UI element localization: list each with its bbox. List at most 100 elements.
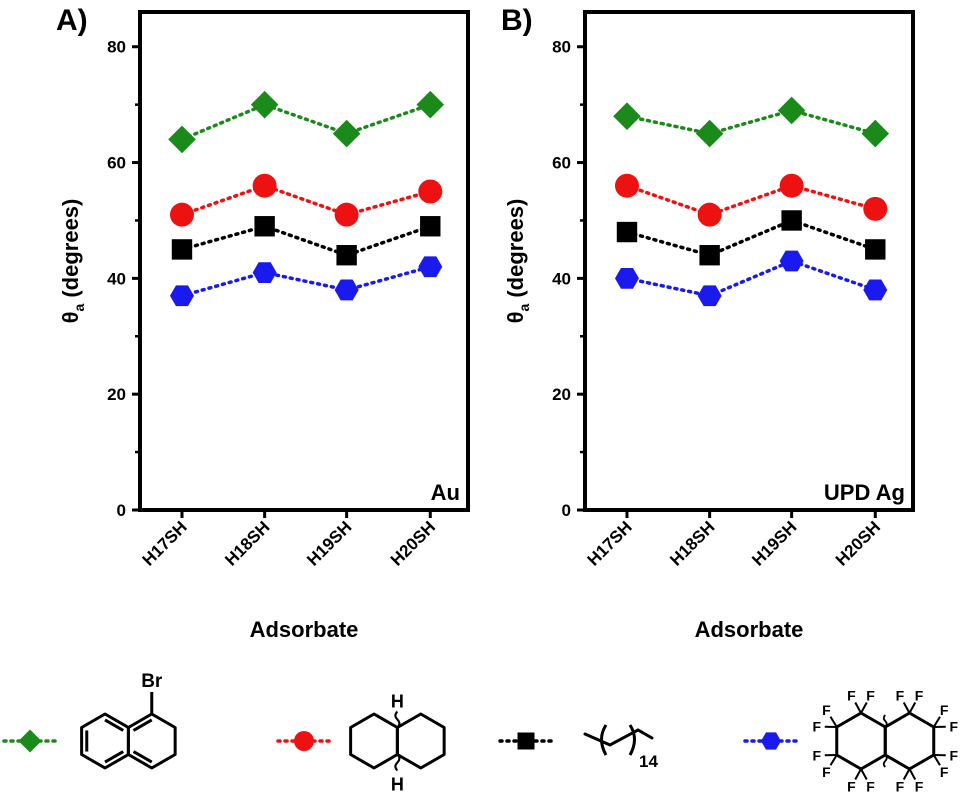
data-point xyxy=(613,102,641,131)
data-point xyxy=(699,245,720,266)
y-tick-label: 40 xyxy=(552,269,571,288)
data-point xyxy=(418,179,443,204)
data-point xyxy=(334,202,359,227)
x-tick-label: H20SH xyxy=(387,517,439,569)
c-f-bond xyxy=(854,768,862,781)
data-point xyxy=(865,239,886,260)
legend-entry-hexagon xyxy=(743,732,799,750)
y-tick-label: 80 xyxy=(552,38,571,57)
data-point xyxy=(418,256,443,278)
legend-marker xyxy=(294,731,314,751)
fluorine-label: F xyxy=(822,764,831,780)
chart-panel-1: A) 0 20 40 60 80 H17SH H18SH H19SH H20SH Adsorbate… xyxy=(56,4,470,642)
data-point xyxy=(779,250,804,272)
y-tick-label: 60 xyxy=(552,154,571,173)
data-point xyxy=(614,267,639,289)
data-point xyxy=(863,279,888,301)
ring xyxy=(835,711,887,771)
legend-entry-square xyxy=(498,732,554,750)
series-diamond xyxy=(613,96,890,148)
c-f-bond xyxy=(860,768,868,781)
wavy-bond xyxy=(394,710,401,729)
data-point xyxy=(336,245,357,266)
legend-entry-circle xyxy=(276,731,332,751)
bromine-label: Br xyxy=(141,671,163,692)
series-hexagon xyxy=(614,250,888,307)
data-point xyxy=(169,202,194,227)
ring xyxy=(126,712,177,770)
fluorine-label: F xyxy=(915,779,924,795)
x-tick-label: H18SH xyxy=(666,517,718,569)
y-axis-title: θa (degrees) xyxy=(58,199,87,324)
data-point xyxy=(252,262,277,283)
ring xyxy=(883,711,936,771)
x-tick-label: H17SH xyxy=(139,517,191,569)
substrate-annotation: UPD Ag xyxy=(824,480,905,505)
plot-frame xyxy=(138,10,470,512)
series-line xyxy=(625,259,878,298)
data-point xyxy=(420,216,441,237)
fluorine-label: F xyxy=(940,764,949,780)
bracket xyxy=(600,724,608,756)
data-point xyxy=(697,202,722,227)
double-bond xyxy=(104,750,124,764)
c-f-bond xyxy=(932,716,941,728)
chain-bond xyxy=(583,728,654,747)
series-circle xyxy=(614,173,888,227)
y-tick-label: 0 xyxy=(562,501,571,520)
c-f-bond xyxy=(860,701,868,714)
fluorine-label: F xyxy=(822,702,831,718)
data-point xyxy=(781,210,802,231)
y-tick-label: 0 xyxy=(117,501,126,520)
fluorine-label: F xyxy=(940,702,949,718)
fluorine-label: F xyxy=(896,687,905,703)
y-axis-title: θa (degrees) xyxy=(503,199,532,324)
c-f-bond xyxy=(902,701,911,714)
series-hexagon xyxy=(169,256,443,307)
fluorine-label: F xyxy=(949,747,958,763)
wavy-bond xyxy=(882,754,888,768)
data-point xyxy=(695,119,724,148)
repeat-count: 14 xyxy=(639,752,658,771)
c-f-bond xyxy=(829,716,838,728)
data-point xyxy=(416,90,445,119)
plot-frame xyxy=(583,10,915,512)
data-point xyxy=(332,119,361,148)
ring xyxy=(395,712,446,770)
y-axis-title-subscript: a xyxy=(516,303,532,311)
c-f-bond xyxy=(932,754,941,766)
panel-label: A) xyxy=(56,4,88,37)
series-line xyxy=(625,108,878,136)
double-bond xyxy=(132,750,153,764)
chart-panel-2: B) 0 20 40 60 80 H17SH H18SH H19SH H20SH Adsorbate… xyxy=(501,4,915,642)
y-tick-label: 20 xyxy=(107,385,126,404)
series-line xyxy=(180,265,433,298)
data-point xyxy=(334,279,359,301)
y-axis-title-unit: (degrees) xyxy=(58,199,83,298)
data-point xyxy=(779,173,804,198)
fluorine-label: F xyxy=(949,719,958,735)
series-square xyxy=(171,216,441,266)
data-point xyxy=(616,221,638,243)
c-f-bond xyxy=(908,768,917,781)
series-line xyxy=(625,218,878,258)
fluorine-label: F xyxy=(812,747,821,763)
data-point xyxy=(614,173,639,198)
data-point xyxy=(169,285,194,307)
series-circle xyxy=(169,173,443,227)
hydrogen-label: H xyxy=(391,775,404,795)
data-point xyxy=(171,239,193,260)
alkyl-chain-structure: 14 xyxy=(583,724,658,771)
legend-entry-diamond xyxy=(2,729,58,753)
y-axis-title-symbol: θ xyxy=(58,311,83,323)
bracket xyxy=(628,724,636,756)
series-line xyxy=(180,183,433,217)
data-point xyxy=(697,285,722,307)
panel-label: B) xyxy=(501,4,533,37)
fluorine-label: F xyxy=(812,719,821,735)
series-line xyxy=(625,183,878,217)
legend-marker xyxy=(18,729,42,753)
fluorine-label: F xyxy=(896,779,905,795)
